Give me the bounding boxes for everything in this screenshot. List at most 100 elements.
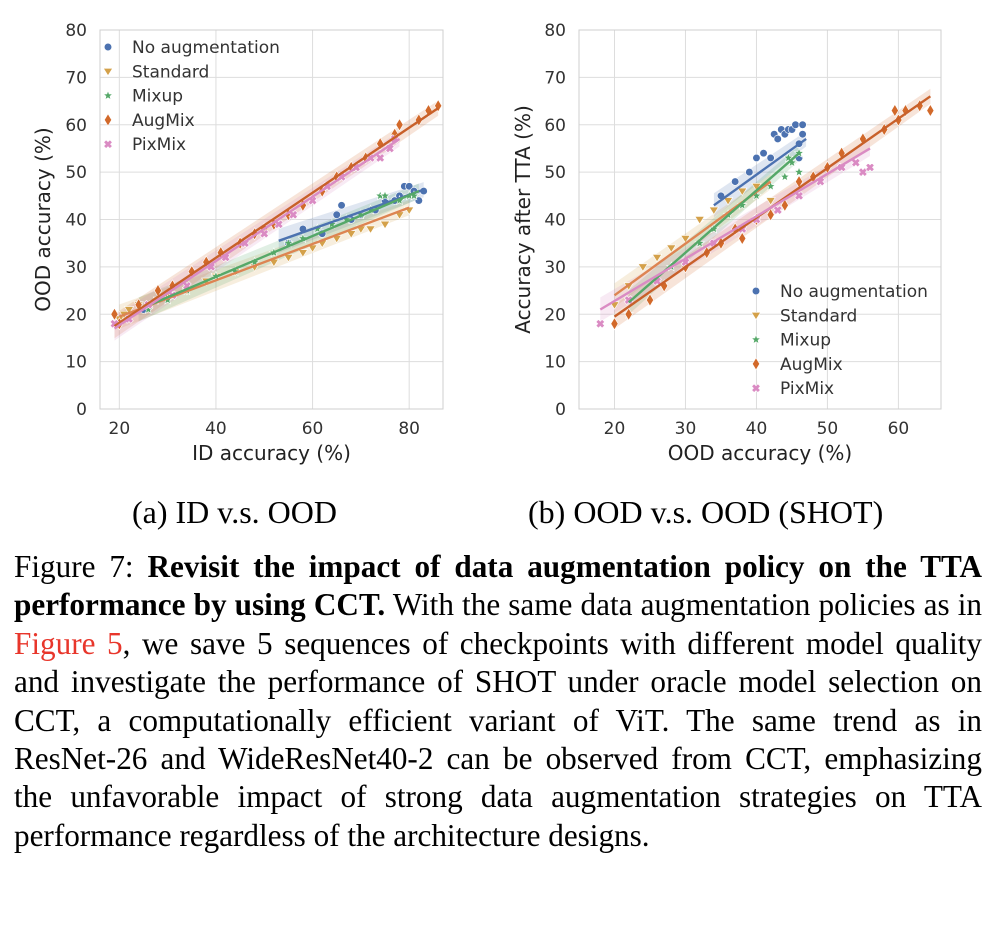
x-tick-label: 80 xyxy=(398,419,420,439)
mixup-regression-line xyxy=(627,152,800,304)
x-tick-label: 20 xyxy=(604,419,626,439)
legend-label-mixup: Mixup xyxy=(780,331,831,351)
y-tick-label: 50 xyxy=(65,163,87,183)
legend: No augmentation Standard Mixup AugMix PixMix xyxy=(750,282,928,399)
legend-marker-mixup xyxy=(102,89,114,101)
legend-marker-augmix xyxy=(752,357,760,371)
standard-point xyxy=(651,254,663,263)
y-tick-label: 0 xyxy=(555,400,566,420)
legend-marker-pixmix xyxy=(103,139,113,149)
y-tick-label: 70 xyxy=(544,68,566,88)
legend-marker-standard xyxy=(102,68,114,77)
x-tick-label: 60 xyxy=(888,419,910,439)
no-augmentation-point xyxy=(731,177,740,186)
no-augmentation-series xyxy=(716,120,807,200)
no-augmentation-point xyxy=(798,120,807,129)
y-tick-label: 70 xyxy=(65,68,87,88)
caption-text-1: With the same data aug­mentation policie… xyxy=(392,587,983,623)
mixup-point xyxy=(793,147,805,158)
legend: No augmentation Standard Mixup AugMix PixMix xyxy=(102,38,280,155)
x-tick-label: 20 xyxy=(109,419,131,439)
standard-point xyxy=(737,187,748,197)
standard-point xyxy=(637,263,649,272)
legend-marker-augmix xyxy=(104,113,112,127)
standard-series xyxy=(609,183,776,310)
no-augmentation-point xyxy=(773,134,782,144)
mixup-point xyxy=(694,237,706,248)
no-augmentation-point xyxy=(759,149,768,158)
pixmix-regression-line xyxy=(113,137,401,330)
augmix-point xyxy=(624,307,633,321)
y-tick-label: 30 xyxy=(65,258,87,278)
augmix-regression-line xyxy=(113,107,439,328)
pixmix-point xyxy=(595,318,606,329)
y-tick-label: 40 xyxy=(65,211,87,231)
caption-bold-title: Revisit the impact of data augmentation … xyxy=(14,549,983,623)
augmix-confidence-band xyxy=(114,100,439,339)
legend-label-no-augmentation: No augmentation xyxy=(780,282,928,302)
augmix-point xyxy=(766,208,775,222)
standard-point xyxy=(297,249,309,258)
no-augmentation-point xyxy=(752,153,761,162)
panel-caption-b: (b) OOD v.s. OOD (SHOT) xyxy=(528,494,884,530)
standard-point xyxy=(283,254,294,263)
y-tick-label: 20 xyxy=(65,305,87,325)
standard-point xyxy=(123,306,135,315)
mixup-point xyxy=(793,166,805,177)
legend-marker-pixmix xyxy=(751,383,761,393)
chart-panel-b: 20 30 40 50 60 0 10 20 30 40 50 60 70 80 OOD accuracy … xyxy=(511,21,942,465)
legend-label-pixmix: PixMix xyxy=(132,135,186,155)
standard-point xyxy=(765,197,776,206)
figure-5-link[interactable]: Figure 5 xyxy=(14,625,123,661)
mixup-point xyxy=(783,152,794,163)
x-tick-label: 40 xyxy=(746,419,768,439)
legend-marker-standard xyxy=(750,312,762,321)
augmix-point xyxy=(610,317,619,331)
y-axis-title: Accuracy after TTA (%) xyxy=(511,105,535,334)
legend-label-augmix: AugMix xyxy=(132,111,195,131)
y-tick-label: 80 xyxy=(65,21,87,41)
mixup-confidence-band xyxy=(138,183,419,322)
standard-point xyxy=(680,235,691,244)
y-tick-label: 10 xyxy=(544,353,566,373)
no-augmentation-point xyxy=(745,168,754,177)
standard-confidence-band xyxy=(614,174,771,308)
legend-label-pixmix: PixMix xyxy=(780,379,834,399)
figure-caption: Figure 7: Revisit the impact of data aug… xyxy=(14,548,982,855)
no-augmentation-point xyxy=(332,210,341,219)
mixup-point xyxy=(379,190,391,201)
no-augmentation-point xyxy=(798,130,807,139)
chart-panel-a: 20 40 60 80 0 10 20 30 40 50 60 70 80 ID accuracy (%)… xyxy=(31,21,444,465)
y-tick-label: 50 xyxy=(544,163,566,183)
legend-label-standard: Standard xyxy=(780,306,857,326)
no-augmentation-point xyxy=(791,120,800,129)
standard-point xyxy=(365,225,376,234)
augmix-point xyxy=(890,103,899,118)
augmix-point xyxy=(395,118,404,132)
legend-marker-no-augmentation xyxy=(103,42,113,52)
pixmix-point xyxy=(865,162,875,173)
y-tick-label: 20 xyxy=(544,305,566,325)
legend-label-augmix: AugMix xyxy=(780,355,843,375)
pixmix-regression-line xyxy=(599,147,871,311)
plot-frame xyxy=(99,29,444,410)
caption-text-2: , we save 5 sequences of check­points wi… xyxy=(14,625,982,853)
no-augmentation-regression-line xyxy=(713,137,807,207)
no-augmentation-confidence-band xyxy=(713,131,807,218)
standard-point xyxy=(379,220,391,230)
no-augmentation-point xyxy=(414,196,423,205)
pixmix-point xyxy=(858,167,868,177)
legend-marker-no-augmentation xyxy=(751,286,761,296)
no-augmentation-point xyxy=(766,153,775,162)
standard-point xyxy=(666,244,677,253)
mixup-point xyxy=(779,171,791,182)
legend-label-no-augmentation: No augmentation xyxy=(132,38,280,58)
x-tick-label: 60 xyxy=(302,419,324,439)
x-axis-title: OOD accuracy (%) xyxy=(668,441,852,465)
y-tick-label: 40 xyxy=(544,211,566,231)
y-tick-label: 0 xyxy=(76,400,87,420)
legend-label-standard: Standard xyxy=(132,62,209,82)
panel-caption-a: (a) ID v.s. OOD xyxy=(132,494,337,530)
y-tick-label: 80 xyxy=(544,21,566,41)
augmix-point xyxy=(926,103,935,118)
